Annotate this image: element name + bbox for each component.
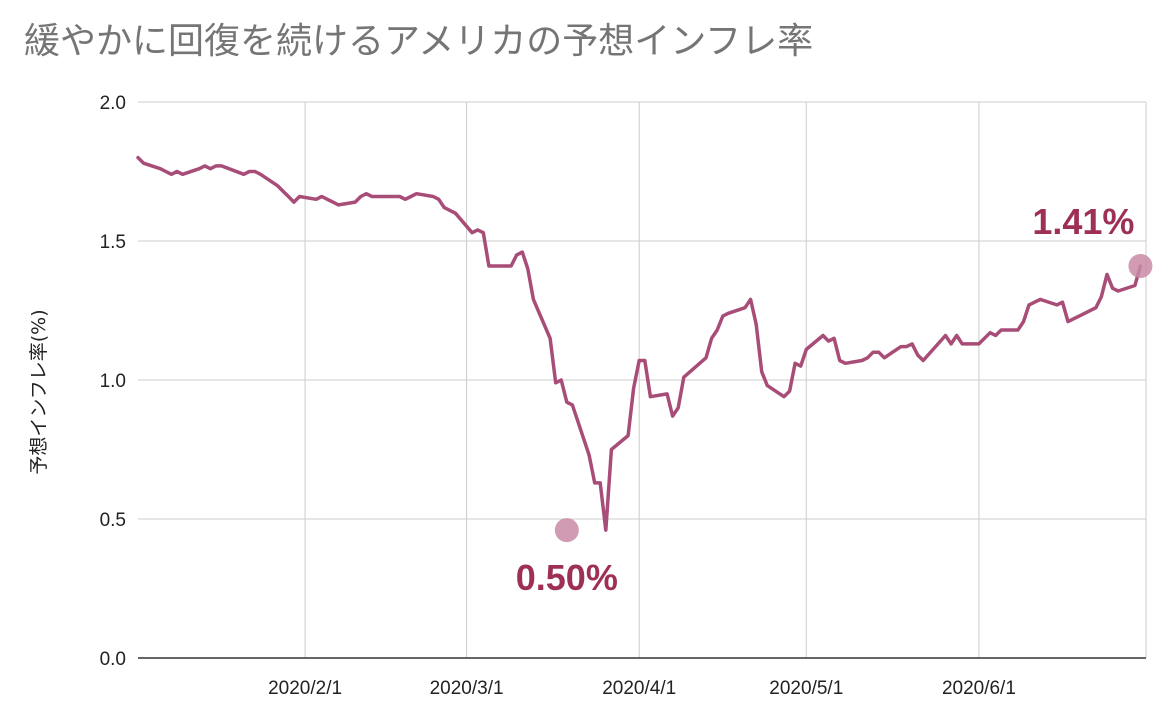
series-group bbox=[136, 155, 1143, 532]
y-tick-label: 1.5 bbox=[100, 232, 126, 253]
x-tick-label: 2020/5/1 bbox=[769, 678, 843, 699]
y-tick-label: 1.0 bbox=[100, 371, 126, 392]
annotation-label: 1.41% bbox=[1032, 201, 1134, 242]
x-tick-label: 2020/2/1 bbox=[268, 678, 342, 699]
y-tick-label: 0.0 bbox=[100, 649, 126, 670]
x-tick-label: 2020/3/1 bbox=[430, 678, 504, 699]
x-tick-label: 2020/4/1 bbox=[602, 678, 676, 699]
y-axis-label: 予想インフレ率(%) bbox=[28, 309, 50, 474]
annotation-label: 0.50% bbox=[516, 557, 618, 598]
y-tick-label: 0.5 bbox=[100, 510, 126, 531]
x-axis-ticks: 2020/2/1 2020/3/1 2020/4/1 2020/5/1 2020/6/1 bbox=[268, 678, 1016, 699]
gridlines bbox=[138, 101, 1147, 659]
y-axis-ticks: 0.0 0.5 1.0 1.5 2.0 bbox=[100, 93, 126, 670]
y-tick-label: 2.0 bbox=[100, 93, 126, 114]
x-tick-label: 2020/6/1 bbox=[942, 678, 1016, 699]
series-line bbox=[136, 155, 1143, 532]
annotation-marker bbox=[1128, 254, 1153, 279]
chart-title: 緩やかに回復を続けるアメリカの予想インフレ率 bbox=[24, 21, 814, 62]
annotation-marker bbox=[554, 518, 579, 543]
annotations-group: 0.50% 1.41% bbox=[516, 201, 1153, 598]
